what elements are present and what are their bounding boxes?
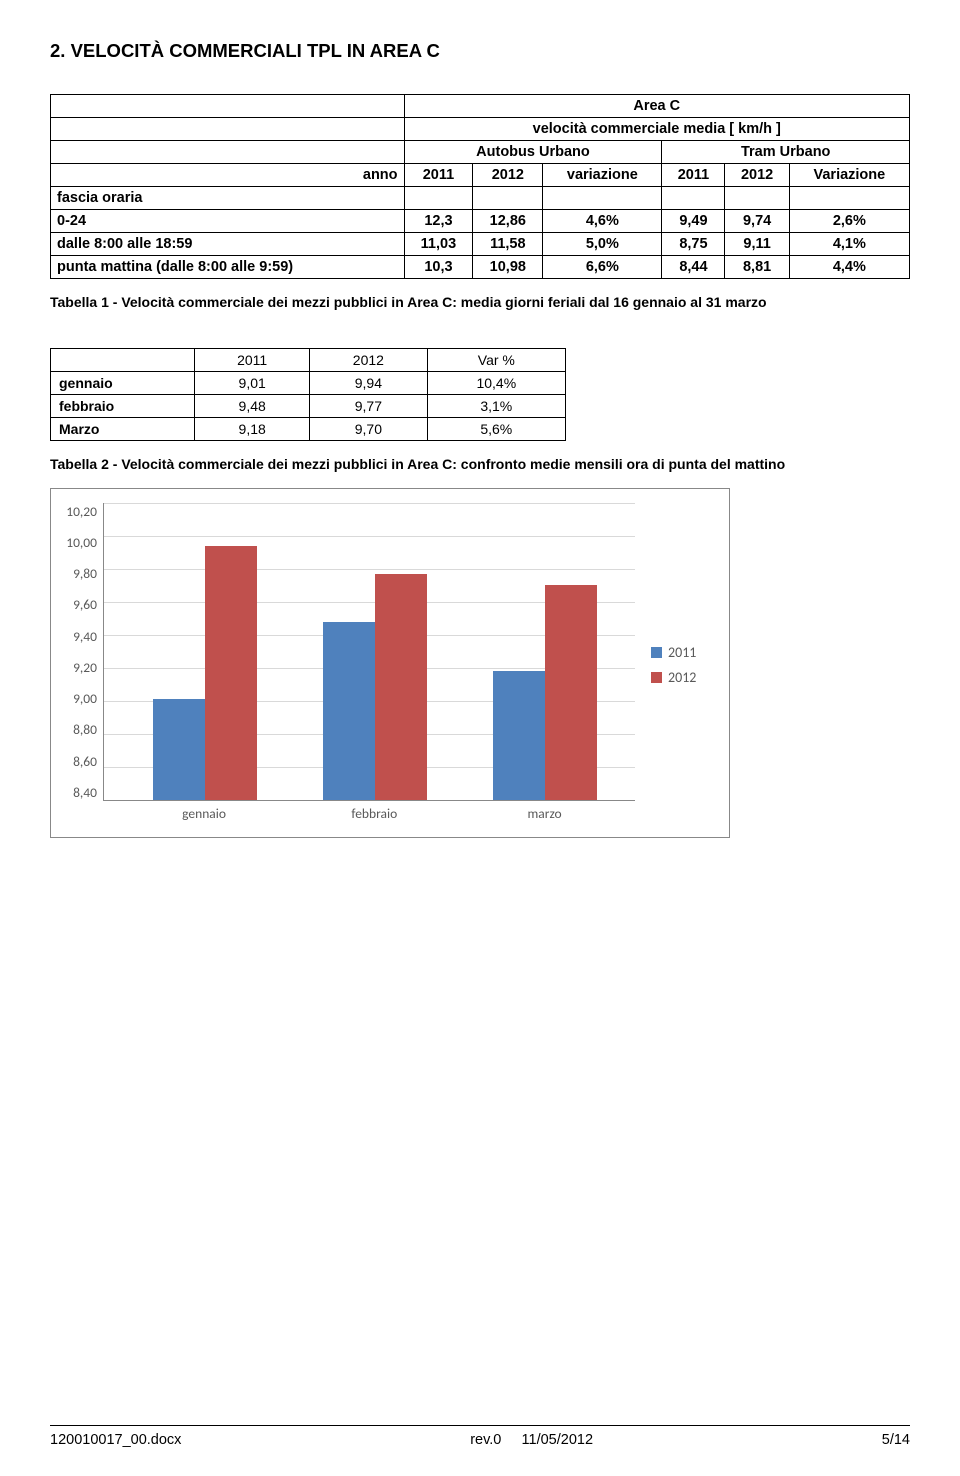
t1-sub-header: velocità commerciale media [ km/h ] [404,118,909,141]
y-tick-label: 9,80 [73,565,97,582]
t1-cell: 10,98 [473,256,543,279]
bar-chart: 10,20 10,00 9,80 9,60 9,40 9,20 9,00 8,80 8,60 8,… [50,488,730,838]
t1-cell: 9,49 [662,210,725,233]
caption-2: Tabella 2 - Velocità commerciale dei mez… [50,455,910,474]
section-title: 2. VELOCITÀ COMMERCIALI TPL IN AREA C [50,40,910,62]
t2-cell: 5,6% [427,417,565,440]
y-tick-label: 8,80 [73,721,97,738]
t1-h-var1: variazione [543,164,662,187]
bar [545,585,597,800]
t2-cell: 10,4% [427,371,565,394]
legend-label-2012: 2012 [668,669,696,686]
bar-group [323,503,427,800]
footer-page: 5/14 [882,1432,910,1448]
t1-h-var2: Variazione [789,164,909,187]
t1-group-autobus: Autobus Urbano [404,141,662,164]
table-1: Area C velocità commerciale media [ km/h… [50,94,910,279]
bar [205,546,257,800]
bar-group [493,503,597,800]
t1-cell: 4,4% [789,256,909,279]
chart-legend: 2011 2012 [635,503,715,827]
t1-h-2012b: 2012 [725,164,789,187]
y-tick-label: 8,40 [73,784,97,801]
x-tick-label: gennaio [182,805,226,822]
t2-h-2012: 2012 [310,348,428,371]
t1-top-header: Area C [404,95,909,118]
t1-cell: 10,3 [404,256,473,279]
chart-plot-area [103,503,635,801]
t2-cell: 9,70 [310,417,428,440]
legend-item-2011: 2011 [651,644,715,661]
bar [493,671,545,800]
footer-filename: 120010017_00.docx [50,1432,181,1448]
bar [153,699,205,800]
t2-cell: 9,01 [195,371,310,394]
t1-cell: 12,86 [473,210,543,233]
t1-group-tram: Tram Urbano [662,141,910,164]
t1-row-label: dalle 8:00 alle 18:59 [51,233,405,256]
bar [375,574,427,800]
t1-cell: 4,1% [789,233,909,256]
t1-row-label: 0-24 [51,210,405,233]
table-2: 2011 2012 Var % gennaio9,019,9410,4% febb… [50,348,566,441]
t2-cell: 9,77 [310,394,428,417]
t2-h-2011: 2011 [195,348,310,371]
y-tick-label: 8,60 [73,753,97,770]
y-tick-label: 10,00 [66,534,97,551]
t2-cell: 9,94 [310,371,428,394]
footer-date: 11/05/2012 [522,1432,594,1448]
bar [323,622,375,800]
chart-y-axis: 10,20 10,00 9,80 9,60 9,40 9,20 9,00 8,80 8,60 8,… [61,503,103,801]
t2-row-label: gennaio [51,371,195,394]
legend-item-2012: 2012 [651,669,715,686]
y-tick-label: 9,00 [73,690,97,707]
footer-rev: rev.0 [470,1432,501,1448]
t1-cell: 8,44 [662,256,725,279]
t1-cell: 4,6% [543,210,662,233]
t2-cell: 9,18 [195,417,310,440]
bar-group [153,503,257,800]
page-footer: 120010017_00.docx rev.0 11/05/2012 5/14 [50,1425,910,1448]
t1-h-2011a: 2011 [404,164,473,187]
t1-cell: 5,0% [543,233,662,256]
t1-anno-label: anno [51,164,405,187]
legend-swatch-2012 [651,672,662,683]
t2-row-label: febbraio [51,394,195,417]
legend-label-2011: 2011 [668,644,696,661]
t1-h-2012a: 2012 [473,164,543,187]
t2-cell: 9,48 [195,394,310,417]
t2-h-var: Var % [427,348,565,371]
chart-x-axis: gennaio febbraio marzo [103,801,635,827]
t1-cell: 6,6% [543,256,662,279]
x-tick-label: febbraio [351,805,397,822]
y-tick-label: 9,20 [73,659,97,676]
t1-cell: 12,3 [404,210,473,233]
t1-fascia-label: fascia oraria [51,187,405,210]
t1-cell: 8,81 [725,256,789,279]
t1-cell: 11,58 [473,233,543,256]
y-tick-label: 9,60 [73,596,97,613]
t1-row-label: punta mattina (dalle 8:00 alle 9:59) [51,256,405,279]
t2-row-label: Marzo [51,417,195,440]
y-tick-label: 10,20 [66,503,97,520]
t1-cell: 2,6% [789,210,909,233]
t1-cell: 9,11 [725,233,789,256]
t1-cell: 11,03 [404,233,473,256]
t1-cell: 8,75 [662,233,725,256]
t1-h-2011b: 2011 [662,164,725,187]
x-tick-label: marzo [527,805,561,822]
legend-swatch-2011 [651,647,662,658]
y-tick-label: 9,40 [73,628,97,645]
caption-1: Tabella 1 - Velocità commerciale dei mez… [50,293,910,312]
t2-cell: 3,1% [427,394,565,417]
t1-cell: 9,74 [725,210,789,233]
